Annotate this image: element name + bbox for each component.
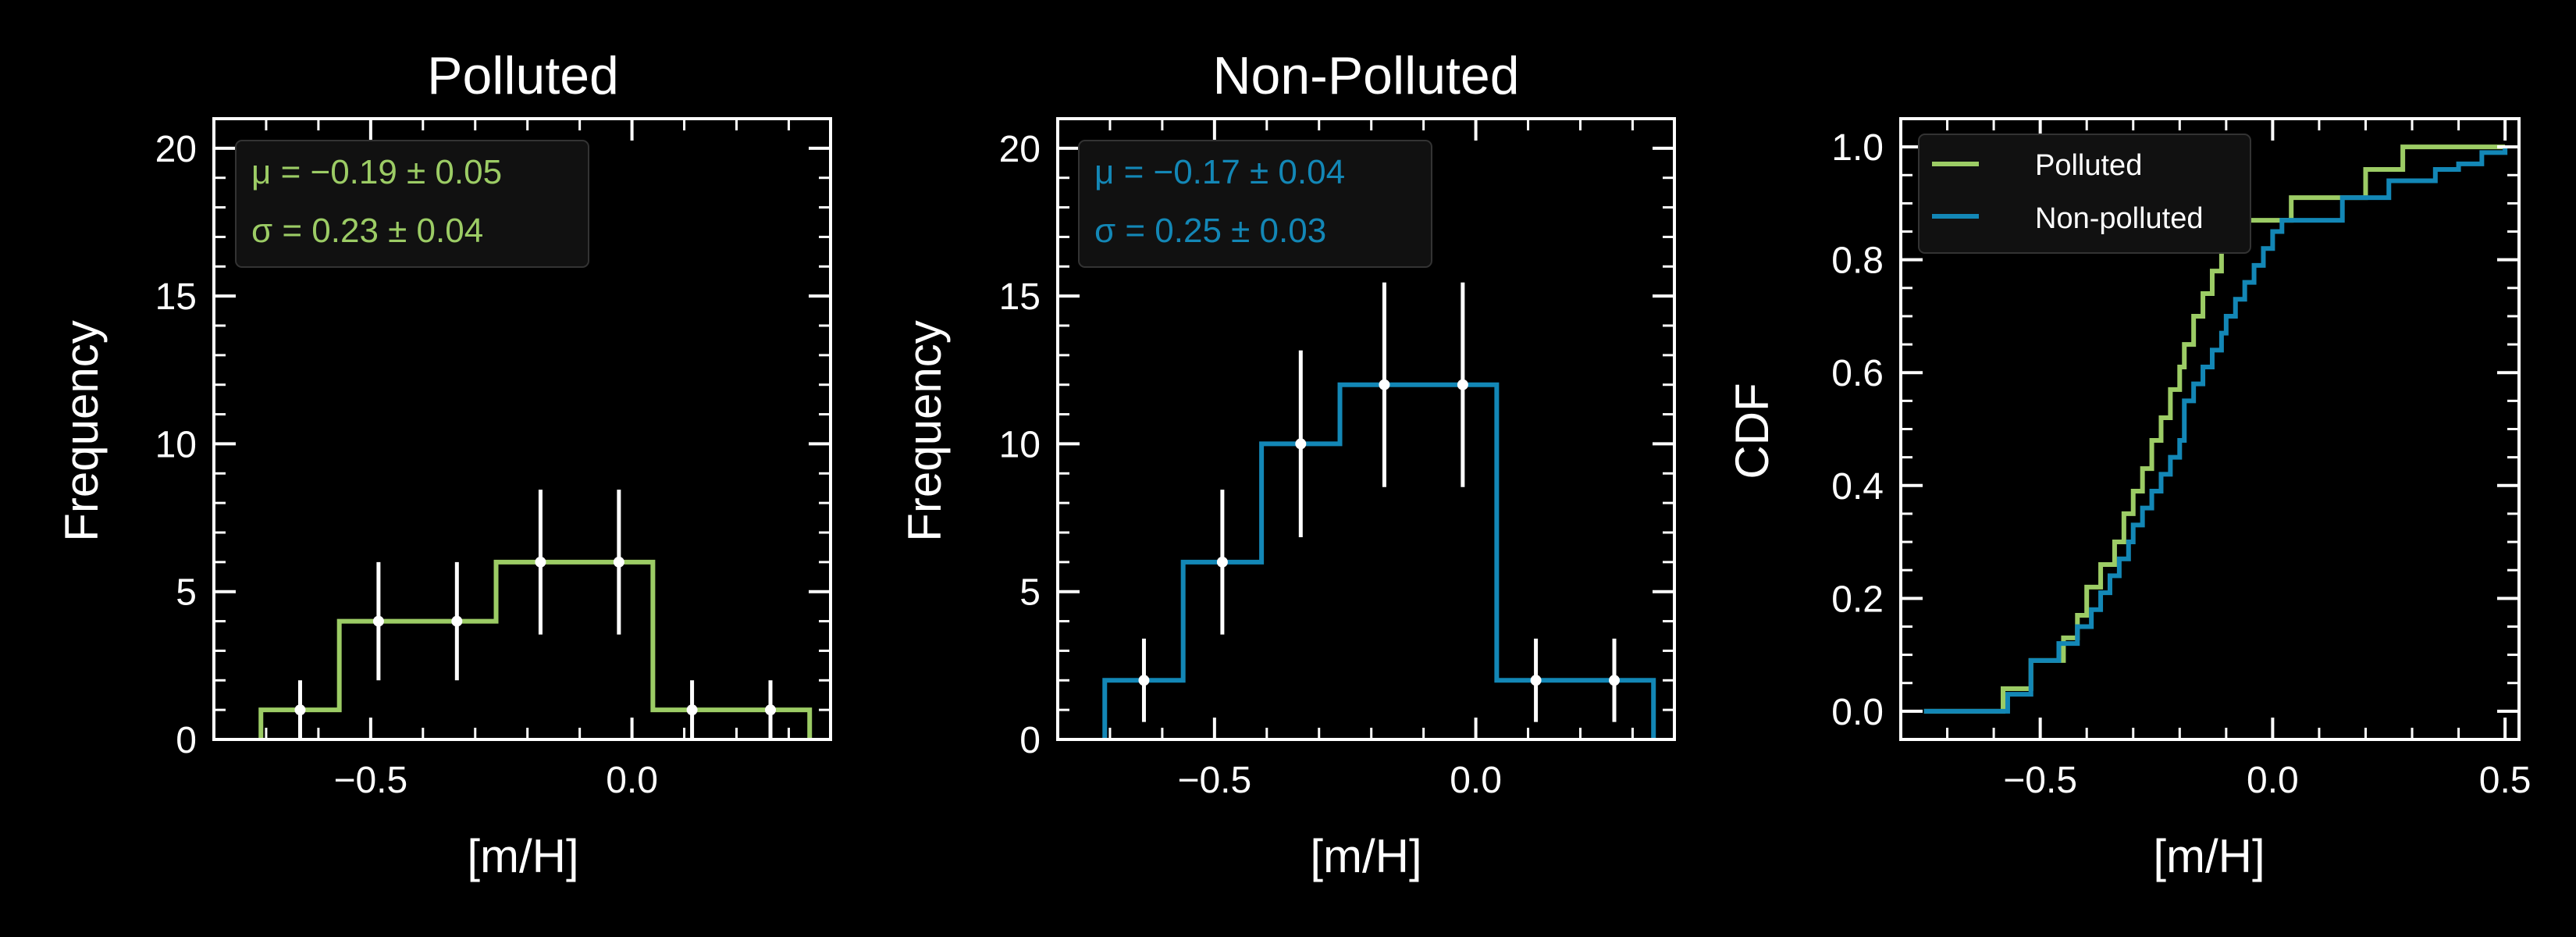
panel-cdf: −0.5 0.0 0.5 0.0 0.2 0.4 0.6 0.8 1.0 Polluted No… (1726, 117, 2532, 882)
y-axis-label: Frequency (55, 320, 108, 541)
y-tick-label: 5 (176, 572, 197, 614)
x-tick-label: 0.0 (1450, 760, 1502, 801)
errorbar-point (1216, 556, 1228, 568)
errorbar-point (1457, 379, 1468, 390)
errorbar-point (535, 556, 546, 568)
y-tick-label: 0 (1019, 720, 1041, 761)
x-axis-label: [m/H] (2153, 830, 2265, 882)
axes-frame (212, 117, 832, 741)
errorbar-point (451, 615, 463, 627)
x-tick-label: 0.5 (2479, 760, 2532, 801)
x-tick-label: 0.0 (2247, 760, 2299, 801)
x-tick-label: −0.5 (2003, 760, 2077, 801)
errorbar-point (1379, 379, 1390, 390)
axis-ticks (1899, 117, 2519, 741)
y-tick-label: 0 (176, 720, 197, 761)
y-tick-label: 1.0 (1831, 127, 1884, 169)
tick-labels: −0.5 0.0 0 5 10 15 20 (155, 129, 658, 801)
stat-mean: μ = −0.17 ± 0.04 (1094, 153, 1345, 191)
cdf-line-polluted (1923, 144, 2506, 714)
histogram-step (258, 559, 813, 739)
errorbar-point (765, 704, 777, 716)
y-tick-label: 0.2 (1831, 579, 1884, 620)
errorbar-point (1138, 675, 1150, 686)
stat-sigma: σ = 0.25 ± 0.03 (1094, 212, 1326, 250)
x-tick-label: 0.0 (606, 760, 658, 801)
errorbar-point (294, 704, 306, 716)
errorbar-point (1295, 438, 1307, 450)
y-tick-label: 0.6 (1831, 353, 1884, 394)
panel-title: Non-Polluted (1212, 46, 1519, 105)
x-tick-label: −0.5 (333, 760, 407, 801)
y-tick-label: 0.8 (1831, 240, 1884, 282)
y-tick-label: 5 (1019, 572, 1041, 614)
axes-frame (1056, 117, 1676, 741)
plot-area (1923, 144, 2508, 714)
panel-polluted: Polluted −0.5 0.0 0 5 10 15 20 μ = −0.19 ± 0.0… (55, 46, 832, 882)
x-axis-label: [m/H] (467, 830, 578, 882)
stat-mean: μ = −0.19 ± 0.05 (251, 153, 502, 191)
x-axis-label: [m/H] (1310, 830, 1421, 882)
y-tick-label: 20 (999, 129, 1041, 170)
stat-sigma: σ = 0.23 ± 0.04 (251, 212, 483, 250)
y-tick-label: 0.4 (1831, 466, 1884, 508)
y-tick-label: 20 (155, 129, 197, 170)
y-tick-label: 0.0 (1831, 692, 1884, 733)
y-tick-label: 10 (999, 424, 1041, 465)
y-axis-label: CDF (1726, 383, 1778, 479)
errorbar-point (1609, 675, 1621, 686)
tick-labels: −0.5 0.0 0 5 10 15 20 (999, 129, 1502, 801)
errorbar-point (1530, 675, 1542, 686)
y-tick-label: 10 (155, 424, 197, 465)
legend: Polluted Non-polluted (1918, 134, 2251, 254)
y-axis-label: Frequency (898, 320, 951, 541)
histogram-step (1102, 382, 1656, 739)
tick-labels: −0.5 0.0 0.5 0.0 0.2 0.4 0.6 0.8 1.0 (1831, 127, 2531, 801)
stats-box-frame (235, 140, 589, 268)
legend-frame (1918, 134, 2251, 254)
stats-box: μ = −0.17 ± 0.04 σ = 0.25 ± 0.03 (1078, 140, 1432, 268)
legend-label-polluted: Polluted (2035, 149, 2142, 182)
plot-area (1102, 282, 1656, 739)
errorbar-point (613, 556, 624, 568)
stats-box-frame (1078, 140, 1432, 268)
plot-area (258, 490, 813, 739)
errorbar-point (686, 704, 698, 716)
y-tick-label: 15 (155, 276, 197, 318)
legend-label-non-polluted: Non-polluted (2035, 202, 2203, 235)
panel-non-polluted: Non-Polluted −0.5 0.0 0 5 10 15 20 μ = −0.17 ±… (898, 46, 1676, 882)
panel-title: Polluted (427, 46, 619, 105)
x-tick-label: −0.5 (1177, 760, 1251, 801)
cdf-line-nonpolluted (1923, 147, 2508, 714)
axes-frame (1899, 117, 2521, 741)
errorbar-point (372, 615, 384, 627)
stats-box: μ = −0.19 ± 0.05 σ = 0.23 ± 0.04 (235, 140, 589, 268)
y-tick-label: 15 (999, 276, 1041, 318)
